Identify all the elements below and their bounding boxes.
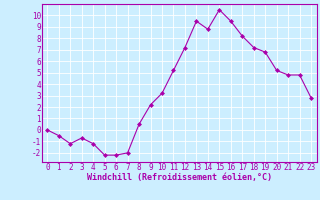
X-axis label: Windchill (Refroidissement éolien,°C): Windchill (Refroidissement éolien,°C)	[87, 173, 272, 182]
